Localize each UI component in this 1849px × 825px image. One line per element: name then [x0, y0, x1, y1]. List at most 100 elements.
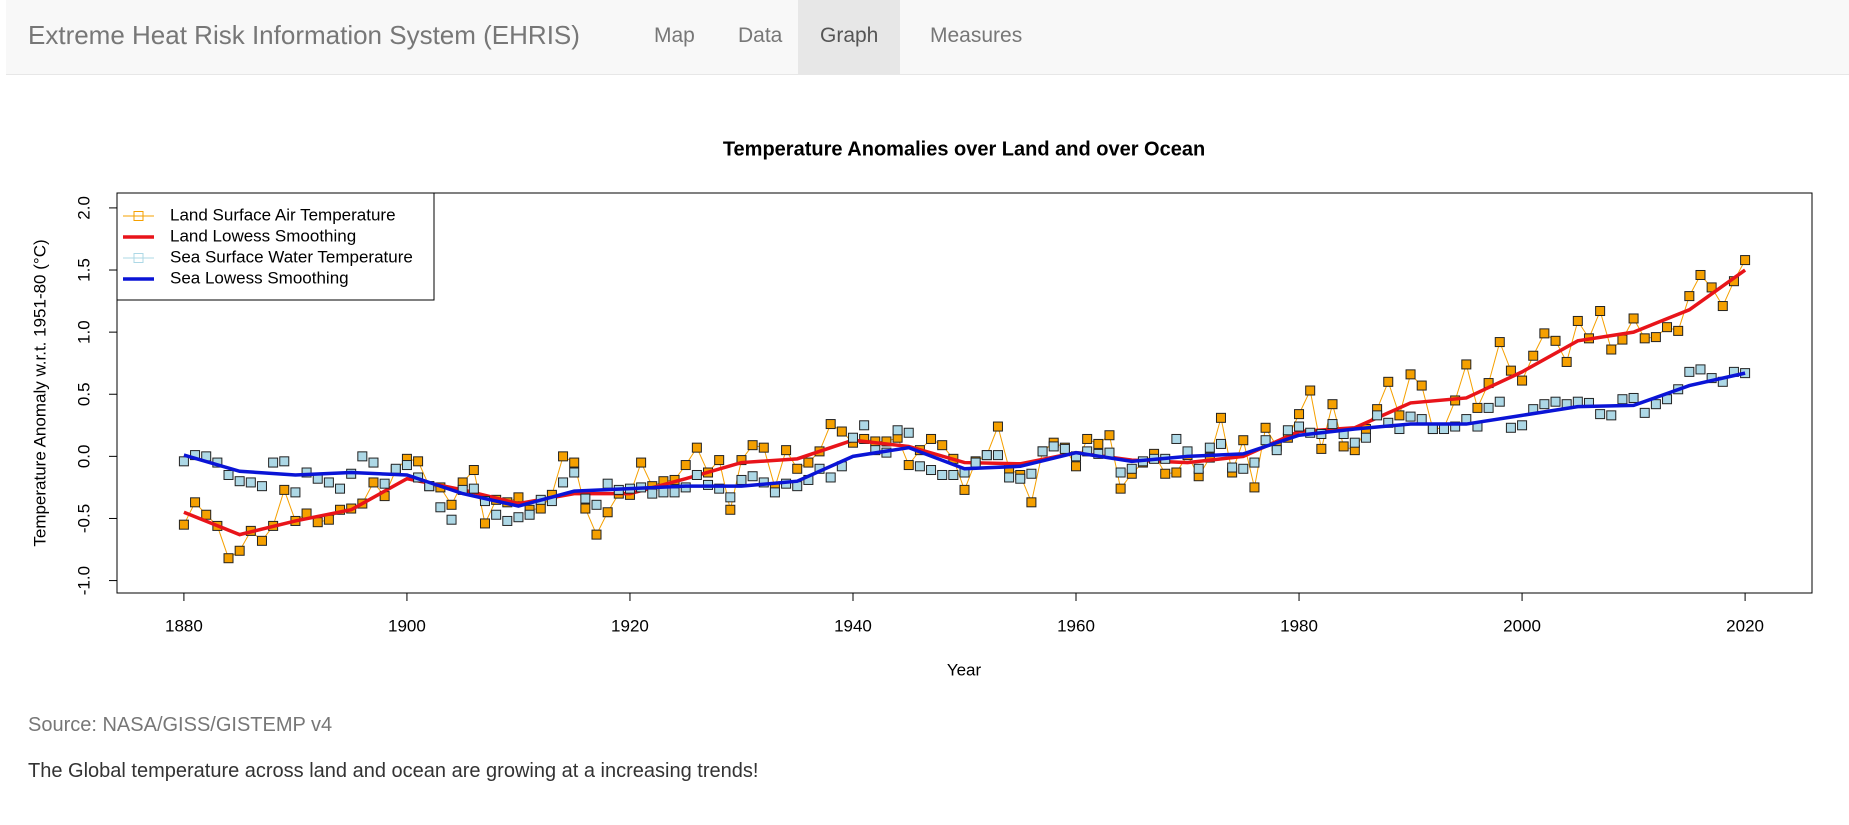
data-point	[1048, 441, 1059, 452]
data-point	[234, 476, 245, 487]
data-point	[268, 457, 279, 468]
brand[interactable]: Extreme Heat Risk Information System (EH…	[28, 20, 580, 50]
data-point	[1171, 467, 1182, 478]
data-point	[1059, 443, 1070, 454]
x-tick-label: 2020	[1726, 616, 1764, 635]
data-point	[569, 457, 580, 468]
series-line	[183, 268, 1747, 537]
data-point	[914, 461, 925, 472]
data-point	[937, 469, 948, 480]
data-point	[1260, 435, 1271, 446]
data-point	[1740, 255, 1751, 266]
data-point	[1349, 437, 1360, 448]
data-point	[1639, 407, 1650, 418]
data-point	[558, 477, 569, 488]
data-point	[290, 487, 301, 498]
data-point	[1539, 399, 1550, 410]
data-point	[1305, 385, 1316, 396]
data-point	[948, 469, 959, 480]
data-point	[580, 493, 591, 504]
data-point	[1204, 442, 1215, 453]
data-point	[468, 465, 479, 476]
data-point	[769, 487, 780, 498]
data-point	[691, 442, 702, 453]
nav-item[interactable]: Map	[654, 24, 695, 47]
data-point	[201, 509, 212, 520]
data-point	[1662, 322, 1673, 333]
data-point	[591, 499, 602, 510]
x-tick-label: 1980	[1280, 616, 1318, 635]
data-point	[1606, 410, 1617, 421]
data-point	[781, 445, 792, 456]
data-point	[725, 504, 736, 515]
data-point	[1450, 421, 1461, 432]
data-point	[1383, 376, 1394, 387]
data-point	[1082, 433, 1093, 444]
data-point	[569, 467, 580, 478]
nav-item[interactable]: Graph	[798, 0, 901, 74]
data-point	[859, 433, 870, 444]
data-point	[1617, 334, 1628, 345]
y-axis-label: Temperature Anomaly w.r.t. 1951-80 (°C)	[30, 239, 49, 546]
data-point	[479, 518, 490, 529]
series-line	[183, 371, 1746, 508]
data-point	[1271, 445, 1282, 456]
data-point	[1338, 441, 1349, 452]
nav-item[interactable]: Measures	[930, 24, 1023, 47]
data-point	[1684, 366, 1695, 377]
data-point	[1026, 497, 1037, 508]
data-point	[691, 469, 702, 480]
source: Source: NASA/GISS/GISTEMP v4	[28, 714, 333, 736]
data-point	[636, 457, 647, 468]
nav-item[interactable]: Data	[738, 24, 783, 47]
data-point	[390, 463, 401, 474]
data-point	[1004, 472, 1015, 483]
data-point	[1606, 344, 1617, 355]
data-point	[190, 497, 201, 508]
data-point	[1215, 438, 1226, 449]
data-point	[1572, 315, 1583, 326]
data-point	[970, 457, 981, 468]
data-point	[1695, 364, 1706, 375]
data-point	[535, 503, 546, 514]
data-point	[836, 426, 847, 437]
y-tick-label: 1.5	[74, 258, 93, 282]
data-point	[736, 474, 747, 485]
legend-label: Sea Surface Water Temperature	[170, 247, 413, 266]
data-point	[446, 514, 457, 525]
series-line	[183, 259, 1746, 559]
legend-marker	[133, 253, 144, 263]
data-point	[1650, 399, 1661, 410]
data-point	[1427, 424, 1438, 435]
data-point	[1227, 462, 1238, 473]
legend-label: Land Surface Air Temperature	[170, 205, 396, 224]
data-point	[256, 535, 267, 546]
data-point	[1494, 337, 1505, 348]
data-point	[1282, 425, 1293, 436]
data-point	[580, 503, 591, 514]
data-point	[803, 457, 814, 468]
data-point	[256, 481, 267, 492]
data-point	[468, 483, 479, 494]
data-point	[1483, 402, 1494, 413]
data-point	[1684, 291, 1695, 302]
data-point	[926, 433, 937, 444]
data-point	[926, 465, 937, 476]
data-point	[502, 515, 513, 526]
data-point	[736, 455, 747, 466]
data-point	[368, 477, 379, 488]
data-point	[446, 499, 457, 510]
data-point	[1517, 375, 1528, 386]
data-point	[368, 457, 379, 468]
data-point	[323, 477, 334, 488]
data-point	[825, 472, 836, 483]
data-point	[1360, 432, 1371, 443]
data-point	[881, 436, 892, 447]
data-point	[1015, 473, 1026, 484]
x-tick-label: 1920	[611, 616, 649, 635]
data-point	[1249, 482, 1260, 493]
data-point	[1394, 410, 1405, 421]
data-point	[1115, 467, 1126, 478]
data-point	[178, 456, 189, 467]
data-point	[279, 456, 290, 467]
